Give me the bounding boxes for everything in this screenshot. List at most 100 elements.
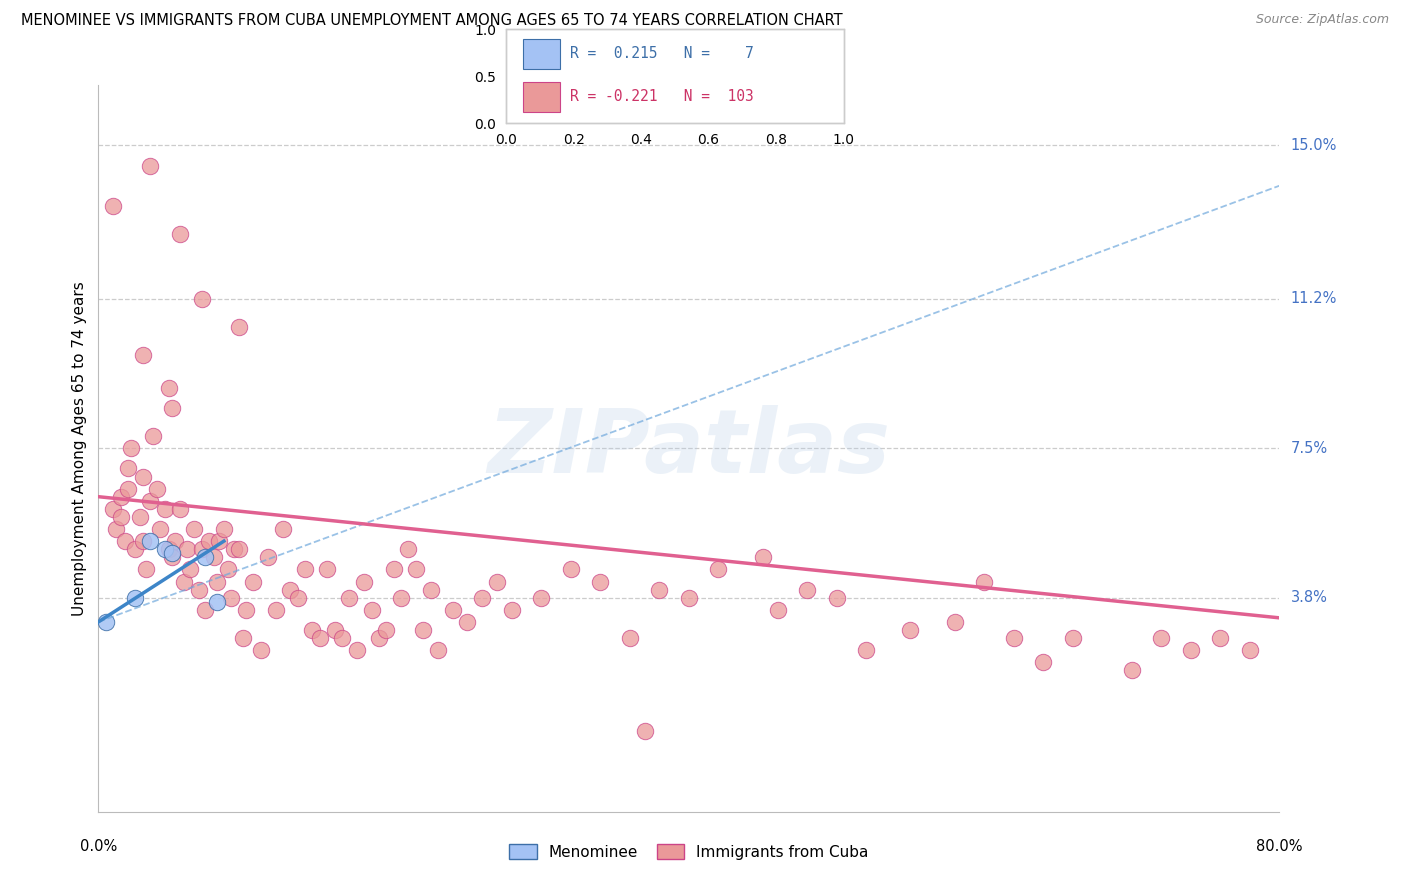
Point: [142, 429, 165, 443]
Point: [157, 381, 180, 395]
Point: [205, 595, 228, 609]
Point: [187, 582, 209, 597]
Point: [257, 550, 280, 565]
Point: [619, 631, 641, 645]
Point: [1032, 655, 1054, 669]
Point: [94, 615, 117, 629]
Bar: [523, 38, 560, 69]
Point: [825, 591, 848, 605]
Point: [224, 542, 246, 557]
Point: [339, 591, 361, 605]
Point: [132, 469, 155, 483]
Point: [1062, 631, 1084, 645]
Point: [287, 591, 309, 605]
Point: [530, 591, 553, 605]
Point: [162, 550, 183, 565]
Point: [294, 562, 316, 576]
Point: [103, 199, 125, 213]
Point: [103, 501, 125, 516]
Point: [346, 643, 368, 657]
Point: [124, 591, 146, 605]
Point: [457, 615, 479, 629]
Point: [132, 534, 155, 549]
Point: [205, 574, 228, 589]
Point: [110, 509, 132, 524]
Point: [855, 643, 877, 657]
Point: [105, 522, 128, 536]
Point: [139, 493, 162, 508]
Point: [153, 542, 176, 557]
Point: [264, 603, 287, 617]
Text: 15.0%: 15.0%: [1291, 138, 1337, 153]
Point: [139, 159, 162, 173]
Point: [634, 723, 657, 738]
Text: 80.0%: 80.0%: [1256, 839, 1303, 855]
Text: 3.8%: 3.8%: [1291, 591, 1327, 605]
Point: [382, 562, 405, 576]
Legend: Menominee, Immigrants from Cuba: Menominee, Immigrants from Cuba: [503, 838, 875, 866]
Point: [1180, 643, 1202, 657]
Point: [165, 534, 187, 549]
Text: MENOMINEE VS IMMIGRANTS FROM CUBA UNEMPLOYMENT AMONG AGES 65 TO 74 YEARS CORRELA: MENOMINEE VS IMMIGRANTS FROM CUBA UNEMPL…: [21, 13, 842, 29]
Point: [202, 550, 225, 565]
Point: [228, 320, 250, 334]
Point: [235, 603, 257, 617]
Bar: [523, 82, 560, 112]
Point: [427, 643, 450, 657]
Point: [316, 562, 339, 576]
Point: [766, 603, 789, 617]
Point: [169, 227, 191, 242]
Point: [360, 603, 382, 617]
Point: [412, 623, 434, 637]
Point: [110, 490, 132, 504]
Point: [149, 522, 172, 536]
Point: [194, 603, 217, 617]
Point: [353, 574, 375, 589]
Point: [198, 534, 221, 549]
Point: [128, 509, 150, 524]
Point: [398, 542, 420, 557]
Text: R = -0.221   N =  103: R = -0.221 N = 103: [571, 89, 754, 104]
Point: [375, 623, 398, 637]
Point: [157, 542, 180, 557]
Point: [228, 542, 250, 557]
Point: [752, 550, 775, 565]
Point: [471, 591, 494, 605]
Point: [117, 461, 139, 475]
Point: [179, 562, 201, 576]
Y-axis label: Unemployment Among Ages 65 to 74 years: Unemployment Among Ages 65 to 74 years: [72, 281, 87, 615]
Point: [1002, 631, 1025, 645]
Point: [1121, 664, 1143, 678]
Point: [217, 562, 239, 576]
Point: [1239, 643, 1261, 657]
Point: [208, 534, 231, 549]
Text: ZIPatlas: ZIPatlas: [488, 405, 890, 491]
Point: [280, 582, 302, 597]
Point: [309, 631, 332, 645]
Point: [973, 574, 995, 589]
Point: [242, 574, 264, 589]
Point: [678, 591, 700, 605]
Text: R =  0.215   N =    7: R = 0.215 N = 7: [571, 46, 754, 62]
Point: [796, 582, 818, 597]
Point: [176, 542, 198, 557]
Point: [183, 522, 205, 536]
Point: [191, 292, 214, 306]
Point: [1150, 631, 1173, 645]
Point: [162, 546, 183, 560]
Point: [323, 623, 346, 637]
Point: [501, 603, 523, 617]
Point: [153, 501, 176, 516]
Point: [169, 501, 191, 516]
Point: [232, 631, 254, 645]
Point: [1209, 631, 1232, 645]
Point: [419, 582, 441, 597]
Point: [162, 401, 183, 415]
Point: [330, 631, 353, 645]
Point: [389, 591, 412, 605]
Point: [648, 582, 671, 597]
Text: 0.0%: 0.0%: [80, 839, 117, 855]
Point: [441, 603, 464, 617]
Point: [124, 542, 146, 557]
Text: 11.2%: 11.2%: [1291, 292, 1337, 306]
